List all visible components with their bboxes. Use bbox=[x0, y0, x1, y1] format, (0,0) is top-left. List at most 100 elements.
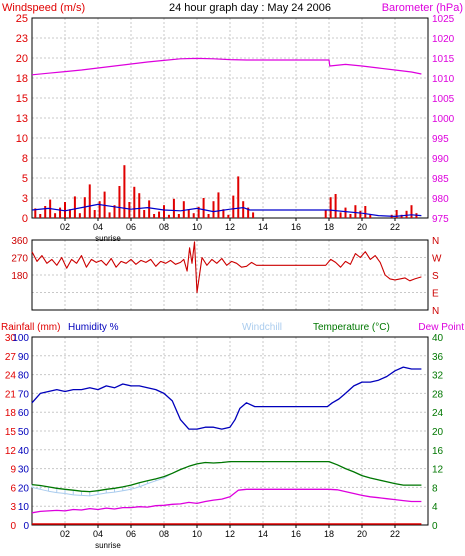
temp-panel-xtick-label: 06 bbox=[126, 529, 136, 539]
direction-ytick-label: 180 bbox=[11, 271, 28, 282]
humidity-ytick-label: 90 bbox=[18, 352, 30, 363]
temperature-ytick-label: 12 bbox=[432, 465, 444, 476]
wind-panel-xtick-label: 18 bbox=[324, 222, 334, 232]
windspeed-bar bbox=[98, 201, 101, 218]
barometer-line bbox=[31, 57, 422, 76]
windspeed-bar bbox=[163, 205, 165, 218]
temperature-ytick-label: 24 bbox=[432, 408, 444, 419]
rainfall-ytick-label: 27 bbox=[5, 352, 17, 363]
windspeed-bar bbox=[202, 198, 205, 218]
temperature-ytick-label: 40 bbox=[432, 333, 444, 344]
windspeed-bar bbox=[133, 186, 136, 218]
windspeed-bar bbox=[182, 201, 185, 218]
temperature-ytick-label: 8 bbox=[432, 483, 438, 494]
windspeed-bar bbox=[39, 214, 42, 218]
humidity-line bbox=[31, 366, 422, 430]
windspeed-bar bbox=[237, 176, 240, 218]
baro-ytick-label: 995 bbox=[432, 134, 449, 145]
wind-panel-xtick-label: 20 bbox=[357, 222, 367, 232]
dir-panel-frame bbox=[31, 239, 429, 311]
windspeed-bar bbox=[247, 207, 250, 218]
windspeed-bar bbox=[227, 214, 230, 218]
rainfall-ytick-label: 12 bbox=[5, 446, 17, 457]
temp-panel-xtick-label: 12 bbox=[225, 529, 235, 539]
temperature-ytick-label: 4 bbox=[432, 502, 438, 513]
wind-ytick-label: 23 bbox=[16, 33, 28, 45]
temp-panel-xtick-label: 02 bbox=[60, 529, 70, 539]
windspeed-bar bbox=[400, 214, 403, 218]
baro-ytick-label: 1015 bbox=[432, 54, 455, 65]
wind-panel-xtick-label: 04 bbox=[93, 222, 103, 232]
humidity-ytick-label: 60 bbox=[18, 408, 30, 419]
wind-gust-line bbox=[31, 203, 422, 217]
windspeed-bar bbox=[329, 197, 332, 218]
windspeed-bar bbox=[217, 192, 220, 218]
wind-panel-xtick-label: 16 bbox=[291, 222, 301, 232]
windspeed-bar bbox=[88, 184, 91, 218]
humidity-ytick-label: 40 bbox=[18, 446, 30, 457]
humidity-axis-title: Humidity % bbox=[68, 322, 119, 333]
windspeed-bar bbox=[192, 213, 195, 218]
baro-ytick-label: 1005 bbox=[432, 94, 455, 105]
direction-ytick-label: 360 bbox=[11, 236, 28, 247]
baro-ytick-label: 980 bbox=[432, 194, 449, 205]
wind-ytick-label: 8 bbox=[22, 153, 28, 165]
windspeed-bar bbox=[44, 206, 47, 218]
windspeed-bar bbox=[369, 214, 372, 218]
barometer-axis-title: Barometer (hPa) bbox=[382, 2, 463, 14]
windspeed-bar bbox=[232, 195, 235, 218]
temperature-axis-title: Temperature (°C) bbox=[313, 322, 390, 333]
windspeed-bar bbox=[83, 197, 86, 218]
temp-panel-xtick-label: 16 bbox=[291, 529, 301, 539]
humidity-ytick-label: 10 bbox=[18, 502, 30, 513]
windspeed-bar bbox=[123, 165, 126, 218]
baro-ytick-label: 990 bbox=[432, 154, 449, 165]
baro-ytick-label: 1010 bbox=[432, 74, 455, 85]
chart-title: 24 hour graph day : May 24 2006 bbox=[169, 2, 331, 14]
rainfall-ytick-label: 0 bbox=[10, 521, 16, 532]
wind-ytick-label: 20 bbox=[16, 53, 28, 65]
temp-panel-xtick-label: 14 bbox=[258, 529, 268, 539]
windspeed-bar bbox=[113, 205, 116, 218]
humidity-ytick-label: 70 bbox=[18, 389, 30, 400]
rainfall-ytick-label: 21 bbox=[5, 389, 17, 400]
direction-ytick-label: 270 bbox=[11, 254, 28, 265]
temperature-ytick-label: 20 bbox=[432, 427, 444, 438]
sunrise-label: sunrise bbox=[95, 234, 121, 243]
windspeed-bar bbox=[359, 210, 362, 218]
baro-ytick-label: 1020 bbox=[432, 34, 455, 45]
rainfall-ytick-label: 24 bbox=[5, 371, 17, 382]
humidity-ytick-label: 50 bbox=[18, 427, 30, 438]
windchill-axis-title: Windchill bbox=[242, 322, 282, 333]
baro-ytick-label: 1025 bbox=[432, 14, 455, 25]
compass-label: S bbox=[432, 271, 439, 282]
windspeed-bar bbox=[207, 214, 210, 218]
windspeed-bar bbox=[93, 210, 96, 218]
temperature-humidity-panel: 0369121518212427300102030405060708090100… bbox=[5, 333, 444, 539]
humidity-ytick-label: 30 bbox=[18, 465, 30, 476]
rainfall-ytick-label: 3 bbox=[10, 502, 16, 513]
windspeed-bar bbox=[177, 214, 180, 218]
rainfall-axis-title: Rainfall (mm) bbox=[1, 322, 60, 333]
windspeed-bar bbox=[197, 206, 200, 218]
temperature-ytick-label: 0 bbox=[432, 521, 438, 532]
wind-panel-xtick-label: 10 bbox=[192, 222, 202, 232]
windspeed-bar bbox=[242, 201, 245, 218]
windspeed-bar bbox=[324, 210, 327, 218]
windspeed-bar bbox=[222, 209, 225, 218]
dewpoint-axis-title: Dew Point bbox=[418, 322, 464, 333]
rainfall-ytick-label: 18 bbox=[5, 408, 17, 419]
wind-ytick-label: 3 bbox=[22, 193, 28, 205]
wind-panel-xtick-label: 22 bbox=[390, 222, 400, 232]
wind-barometer-panel: 0358101315182023259759809859909951000100… bbox=[16, 13, 455, 232]
windspeed-bar bbox=[354, 205, 357, 218]
rainfall-ytick-label: 6 bbox=[10, 483, 16, 494]
wind-panel-xtick-label: 06 bbox=[126, 222, 136, 232]
temp-panel-xtick-label: 20 bbox=[357, 529, 367, 539]
compass-label: N bbox=[432, 306, 439, 317]
humidity-ytick-label: 0 bbox=[23, 521, 29, 532]
baro-ytick-label: 975 bbox=[432, 214, 449, 225]
